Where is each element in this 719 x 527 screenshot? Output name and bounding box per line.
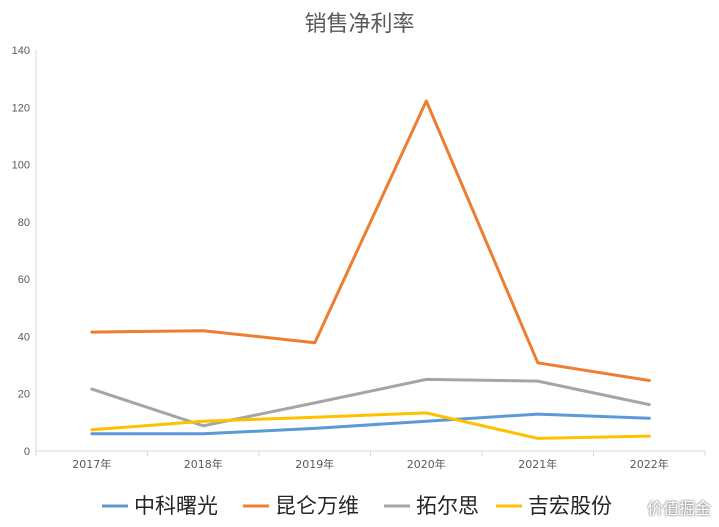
legend-label: 昆仑万维 [275, 494, 359, 518]
x-tick-label: 2017年 [72, 457, 111, 471]
legend-label: 拓尔思 [416, 494, 479, 518]
y-tick-label: 0 [24, 446, 30, 458]
x-tick-label: 2018年 [184, 457, 223, 471]
chart-title: 销售净利率 [304, 12, 415, 37]
watermark: 价值掘金 [646, 499, 711, 518]
series-line [90, 412, 651, 436]
y-tick-label: 140 [12, 45, 30, 57]
legend-label: 中科曙光 [134, 494, 218, 518]
x-tick-label: 2020年 [407, 457, 446, 471]
y-tick-label: 20 [18, 389, 30, 401]
y-tick-label: 100 [12, 160, 30, 172]
y-tick-label: 80 [18, 217, 30, 229]
y-tick-label: 120 [12, 102, 30, 114]
legend-label: 吉宏股份 [528, 494, 612, 518]
x-tick-label: 2021年 [518, 457, 557, 471]
series-line [90, 411, 651, 440]
y-tick-label: 60 [18, 274, 30, 286]
x-tick-label: 2019年 [295, 457, 334, 471]
series-line [90, 99, 651, 382]
x-tick-label: 2022年 [630, 457, 669, 471]
series-line [90, 377, 651, 428]
y-tick-label: 40 [18, 331, 30, 343]
